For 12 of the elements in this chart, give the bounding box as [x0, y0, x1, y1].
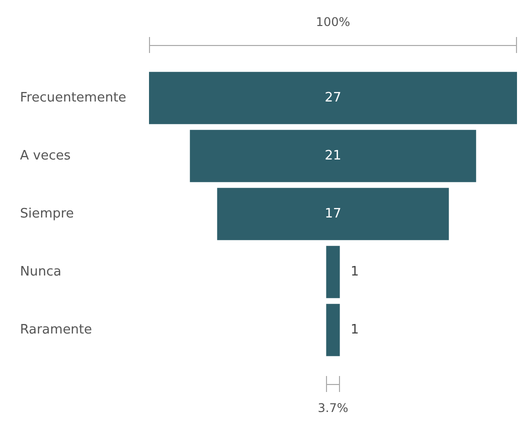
category-label: Raramente — [20, 322, 92, 338]
data-label: 1 — [350, 322, 359, 338]
category-label: Siempre — [20, 206, 74, 222]
data-label: 21 — [324, 148, 342, 164]
category-label: Nunca — [20, 264, 62, 280]
category-label: Frecuentemente — [20, 90, 126, 106]
data-label: 17 — [324, 206, 342, 222]
data-label: 1 — [350, 264, 359, 280]
text: 100% — [316, 15, 350, 29]
data-label: 27 — [324, 90, 342, 106]
text: 3.7% — [318, 401, 348, 415]
category-label: A veces — [20, 148, 71, 164]
